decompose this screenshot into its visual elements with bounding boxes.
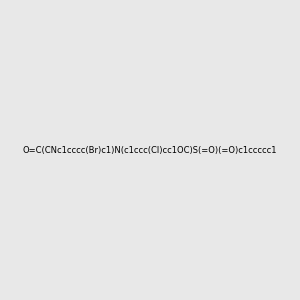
Text: O=C(CNc1cccc(Br)c1)N(c1ccc(Cl)cc1OC)S(=O)(=O)c1ccccc1: O=C(CNc1cccc(Br)c1)N(c1ccc(Cl)cc1OC)S(=O…: [23, 146, 277, 154]
